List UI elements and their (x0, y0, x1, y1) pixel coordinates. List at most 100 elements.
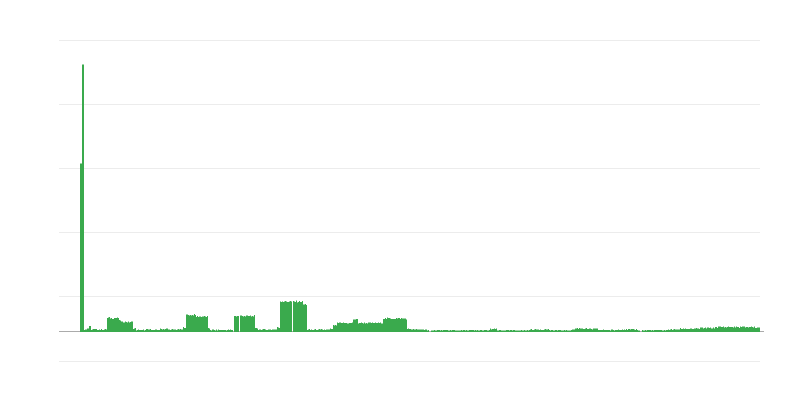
bar (398, 317, 400, 332)
bar (178, 329, 180, 332)
bar (299, 300, 301, 332)
bar (188, 315, 190, 332)
bar (368, 322, 370, 332)
bar (557, 330, 559, 332)
bar (238, 315, 240, 332)
bar (728, 326, 730, 332)
bar (721, 326, 723, 332)
bar (237, 316, 239, 332)
bar (585, 328, 587, 332)
bar (170, 329, 172, 332)
bar (141, 329, 143, 332)
bar (508, 330, 510, 332)
bar (311, 329, 313, 332)
bar (349, 322, 351, 332)
bar (749, 327, 751, 332)
bar (369, 322, 371, 332)
bar (451, 330, 453, 332)
bar (732, 327, 734, 332)
bar (393, 319, 395, 332)
bar (541, 329, 543, 332)
bar (376, 323, 378, 332)
bar (155, 329, 157, 332)
bar (419, 329, 421, 332)
bar (675, 329, 677, 332)
bar (326, 329, 328, 332)
bar (262, 329, 264, 332)
bar (440, 330, 442, 332)
bar (230, 329, 232, 332)
bar (80, 163, 82, 332)
bar (335, 325, 337, 332)
bar (133, 328, 135, 332)
bar (316, 330, 318, 332)
bar (342, 323, 344, 332)
bar (469, 330, 471, 332)
bar (261, 329, 263, 332)
bar (330, 328, 332, 332)
bar (608, 329, 610, 332)
bar (711, 328, 713, 332)
bar (278, 327, 280, 332)
bar (227, 330, 229, 332)
bar (148, 329, 150, 332)
bar (722, 327, 724, 332)
bar (592, 329, 594, 332)
bar (180, 329, 182, 332)
bar (96, 328, 98, 332)
bar (563, 330, 565, 332)
bar (610, 330, 612, 332)
bar (407, 328, 409, 332)
bar (109, 317, 111, 332)
bar (127, 322, 129, 332)
bar (518, 330, 520, 332)
bar (680, 328, 682, 332)
bar (660, 329, 662, 332)
bar (496, 328, 498, 332)
bar (289, 301, 291, 332)
bar (511, 330, 513, 332)
bar (465, 330, 467, 332)
bar (84, 329, 86, 332)
bar (456, 330, 458, 332)
bar (636, 329, 638, 332)
bar (503, 330, 505, 332)
bar (399, 318, 401, 332)
bar (319, 329, 321, 332)
bar (128, 321, 130, 332)
bar (648, 330, 650, 332)
bar (255, 328, 257, 332)
bar (266, 329, 268, 332)
bar (265, 329, 267, 332)
bar (286, 301, 288, 332)
bar (114, 318, 116, 332)
bar (526, 330, 528, 332)
bar (438, 330, 440, 332)
bar (187, 314, 189, 332)
bar (672, 329, 674, 332)
bar (197, 315, 199, 332)
bar (528, 330, 530, 332)
bar (724, 327, 726, 332)
bar (710, 327, 712, 332)
bar (360, 323, 362, 332)
bar (450, 330, 452, 332)
bar (198, 317, 200, 332)
bar (757, 327, 759, 332)
bar (324, 329, 326, 332)
bar (252, 315, 254, 332)
bar (388, 318, 390, 332)
bar (90, 326, 92, 332)
bar (279, 327, 281, 332)
bar (175, 329, 177, 332)
bar (756, 327, 758, 332)
bar (603, 329, 605, 332)
bar (346, 322, 348, 332)
bar (704, 327, 706, 332)
bar (481, 330, 483, 332)
bar (373, 322, 375, 332)
bar (157, 329, 159, 332)
bar (140, 330, 142, 332)
bar (525, 330, 527, 332)
bar (638, 330, 640, 332)
